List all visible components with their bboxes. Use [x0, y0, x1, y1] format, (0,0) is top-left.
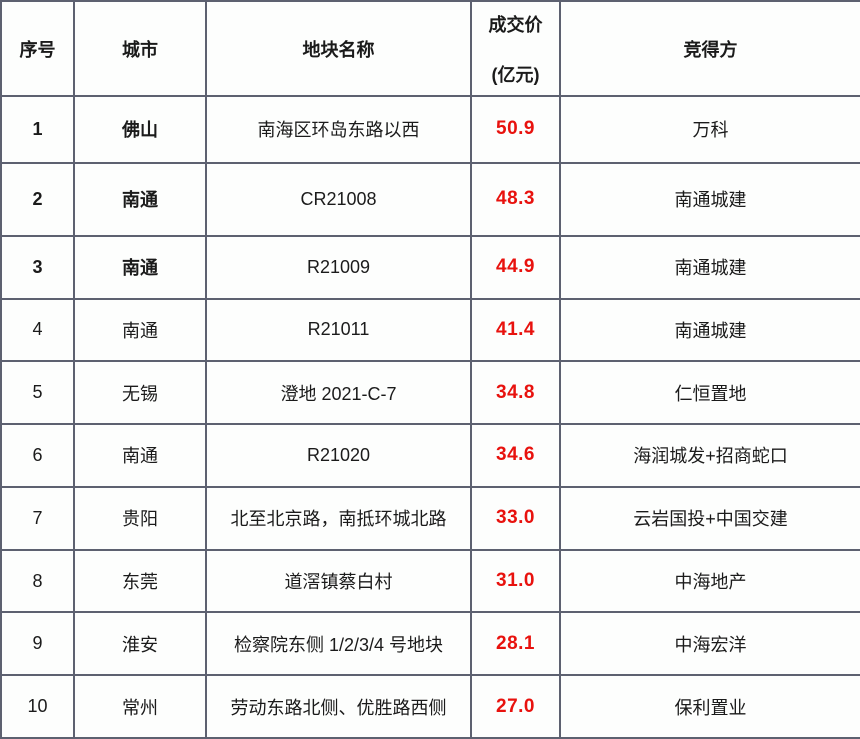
- col-header-price: 成交价 (亿元): [470, 0, 561, 97]
- col-header-parcel: 地块名称: [205, 0, 472, 97]
- table-row: 4 南通 R21011 41.4 南通城建: [0, 297, 860, 363]
- city-cell: 佛山: [73, 95, 207, 164]
- city-cell: 贵阳: [73, 485, 207, 551]
- index-cell: 6: [0, 423, 75, 488]
- price-cell: 33.0: [470, 485, 561, 551]
- winner-cell: 万科: [559, 95, 860, 164]
- parcel-name-cell: 澄地 2021-C-7: [205, 360, 472, 426]
- price-cell: 31.0: [470, 548, 561, 614]
- parcel-name-cell: R21009: [205, 234, 472, 300]
- header-row: 序号 城市 地块名称 成交价 (亿元) 竞得方: [0, 0, 860, 97]
- parcel-name-cell: R21011: [205, 297, 472, 363]
- city-cell: 无锡: [73, 360, 207, 426]
- city-cell: 南通: [73, 234, 207, 300]
- winner-cell: 南通城建: [559, 234, 860, 300]
- price-cell: 27.0: [470, 674, 561, 739]
- winner-cell: 保利置业: [559, 674, 860, 739]
- index-cell: 4: [0, 297, 75, 363]
- winner-cell: 南通城建: [559, 161, 860, 237]
- table-row: 1 佛山 南海区环岛东路以西 50.9 万科: [0, 95, 860, 164]
- price-cell: 50.9: [470, 95, 561, 164]
- price-cell: 41.4: [470, 297, 561, 363]
- city-cell: 东莞: [73, 548, 207, 614]
- table-row: 2 南通 CR21008 48.3 南通城建: [0, 161, 860, 237]
- city-cell: 南通: [73, 297, 207, 363]
- table-row: 3 南通 R21009 44.9 南通城建: [0, 234, 860, 300]
- table-body: 1 佛山 南海区环岛东路以西 50.9 万科 2 南通 CR21008 48.3 南通城建 3 南通 R…: [0, 95, 860, 739]
- price-cell: 28.1: [470, 611, 561, 677]
- city-cell: 南通: [73, 423, 207, 488]
- price-cell: 44.9: [470, 234, 561, 300]
- winner-cell: 中海地产: [559, 548, 860, 614]
- parcel-name-cell: CR21008: [205, 161, 472, 237]
- table-row: 9 淮安 检察院东侧 1/2/3/4 号地块 28.1 中海宏洋: [0, 611, 860, 677]
- table-row: 7 贵阳 北至北京路，南抵环城北路 33.0 云岩国投+中国交建: [0, 485, 860, 551]
- winner-cell: 云岩国投+中国交建: [559, 485, 860, 551]
- index-cell: 10: [0, 674, 75, 739]
- index-cell: 2: [0, 161, 75, 237]
- parcel-name-cell: 北至北京路，南抵环城北路: [205, 485, 472, 551]
- index-cell: 7: [0, 485, 75, 551]
- city-cell: 南通: [73, 161, 207, 237]
- table-row: 8 东莞 道滘镇蔡白村 31.0 中海地产: [0, 548, 860, 614]
- index-cell: 5: [0, 360, 75, 426]
- city-cell: 常州: [73, 674, 207, 739]
- price-cell: 48.3: [470, 161, 561, 237]
- winner-cell: 仁恒置地: [559, 360, 860, 426]
- table-row: 10 常州 劳动东路北侧、优胜路西侧 27.0 保利置业: [0, 674, 860, 739]
- table-row: 5 无锡 澄地 2021-C-7 34.8 仁恒置地: [0, 360, 860, 426]
- col-header-index: 序号: [0, 0, 75, 97]
- col-header-winner: 竞得方: [559, 0, 860, 97]
- parcel-name-cell: 南海区环岛东路以西: [205, 95, 472, 164]
- price-cell: 34.8: [470, 360, 561, 426]
- winner-cell: 中海宏洋: [559, 611, 860, 677]
- parcel-name-cell: R21020: [205, 423, 472, 488]
- index-cell: 3: [0, 234, 75, 300]
- price-cell: 34.6: [470, 423, 561, 488]
- col-header-city: 城市: [73, 0, 207, 97]
- table-row: 6 南通 R21020 34.6 海润城发+招商蛇口: [0, 423, 860, 488]
- parcel-name-cell: 检察院东侧 1/2/3/4 号地块: [205, 611, 472, 677]
- index-cell: 1: [0, 95, 75, 164]
- price-header-unit-line2: (亿元): [491, 64, 540, 85]
- winner-cell: 南通城建: [559, 297, 860, 363]
- price-header-unit-line1: 成交价: [488, 14, 543, 35]
- parcel-name-cell: 道滘镇蔡白村: [205, 548, 472, 614]
- winner-cell: 海润城发+招商蛇口: [559, 423, 860, 488]
- parcel-name-cell: 劳动东路北侧、优胜路西侧: [205, 674, 472, 739]
- index-cell: 8: [0, 548, 75, 614]
- index-cell: 9: [0, 611, 75, 677]
- city-cell: 淮安: [73, 611, 207, 677]
